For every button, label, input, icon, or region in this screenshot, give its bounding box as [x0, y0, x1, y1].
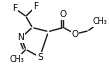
Text: CH₃: CH₃ [93, 17, 107, 26]
Text: O: O [72, 29, 79, 39]
Text: N: N [18, 33, 24, 42]
Text: F: F [33, 2, 38, 11]
Text: F: F [12, 4, 17, 13]
Text: CH₃: CH₃ [9, 55, 24, 64]
Text: O: O [60, 10, 67, 19]
Text: S: S [37, 53, 43, 62]
